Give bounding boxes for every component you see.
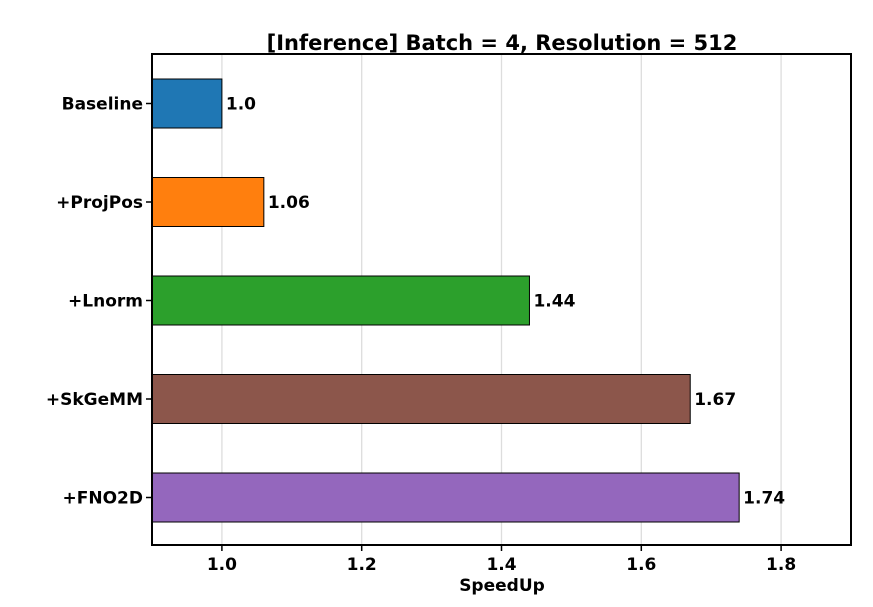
data-label: 1.74: [743, 489, 785, 509]
bars: [151, 78, 740, 523]
x-axis-label: SpeedUp: [459, 576, 545, 596]
y-axis: Baseline +ProjPos +Lnorm +SkGeMM +FNO2D: [46, 95, 152, 509]
x-tick-label: 1.8: [766, 555, 796, 575]
y-tick-label: +FNO2D: [63, 489, 143, 509]
data-label: 1.06: [268, 193, 310, 213]
data-label: 1.67: [694, 390, 736, 410]
y-tick-label: Baseline: [62, 95, 143, 115]
chart-title: [Inference] Batch = 4, Resolution = 512: [267, 31, 738, 55]
bar-skgemm: [151, 374, 691, 424]
bar-fno2d: [151, 472, 740, 523]
x-tick-label: 1.2: [347, 555, 377, 575]
bar-lnorm: [151, 275, 530, 326]
x-tick-label: 1.6: [626, 555, 656, 575]
y-tick-label: +ProjPos: [56, 193, 143, 213]
data-labels: 1.0 1.06 1.44 1.67 1.74: [226, 95, 785, 509]
y-tick-label: +SkGeMM: [46, 390, 143, 410]
plot-frame: [151, 53, 852, 546]
data-label: 1.44: [533, 292, 575, 312]
x-tick-label: 1.0: [207, 555, 237, 575]
x-axis: 1.0 1.2 1.4 1.6 1.8: [207, 545, 796, 575]
bar-projpos: [151, 177, 265, 227]
bar-baseline: [151, 78, 223, 129]
y-tick-label: +Lnorm: [68, 292, 143, 312]
x-tick-label: 1.4: [486, 555, 516, 575]
data-label: 1.0: [226, 95, 256, 115]
